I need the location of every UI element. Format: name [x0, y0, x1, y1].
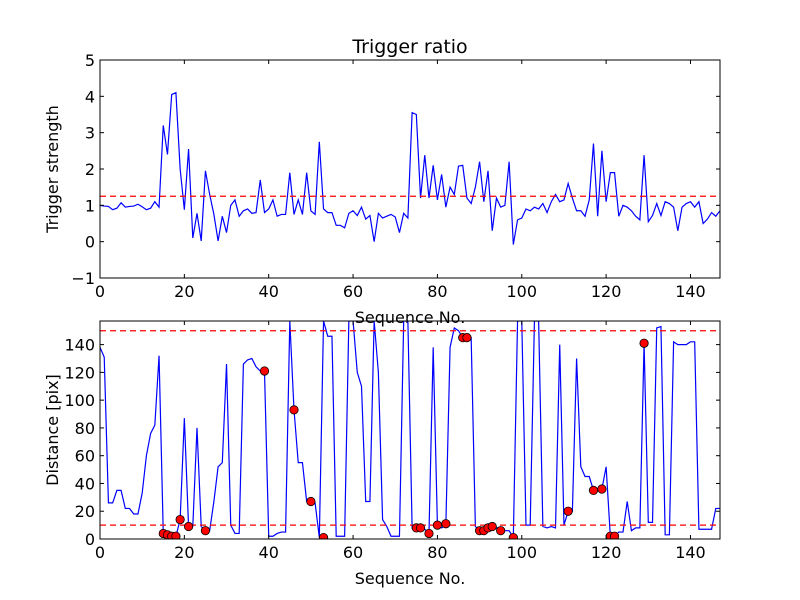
y-tick-label: 60: [75, 447, 95, 466]
y-tick-label: 40: [75, 474, 95, 493]
marker-point: [597, 484, 607, 494]
marker-point: [441, 519, 451, 529]
y-tick-label: 120: [64, 363, 95, 382]
x-tick-label: 80: [427, 543, 447, 562]
x-tick-label: 120: [591, 543, 622, 562]
x-tick-label: 120: [591, 282, 622, 301]
x-tick-label: 60: [343, 282, 363, 301]
y-tick-label: 20: [75, 502, 95, 521]
y-tick-label: 140: [64, 336, 95, 355]
marker-point: [588, 485, 599, 496]
x-tick-label: 60: [343, 543, 363, 562]
marker-point: [289, 405, 299, 415]
x-tick-label: 20: [174, 282, 194, 301]
y-tick-label: 3: [85, 124, 95, 143]
x-tick-label: 0: [95, 282, 105, 301]
x-axis-label: Sequence No.: [355, 569, 466, 588]
y-tick-label: 100: [64, 391, 95, 410]
marker-point: [639, 338, 649, 348]
x-tick-label: 80: [427, 282, 447, 301]
marker-point: [462, 333, 472, 343]
marker-point: [432, 520, 443, 530]
chart-title: Trigger ratio: [351, 36, 467, 58]
plot-frame: [99, 320, 721, 540]
marker-point: [183, 521, 194, 532]
marker-point: [175, 514, 185, 525]
marker-point: [200, 526, 211, 536]
x-tick-label: 100: [506, 543, 537, 562]
y-tick-label: 0: [85, 233, 95, 252]
marker-point: [259, 366, 270, 376]
marker-point: [415, 523, 426, 533]
y-axis-label: Distance [pix]: [43, 374, 62, 486]
marker-point: [563, 506, 573, 516]
x-tick-label: 140: [675, 543, 706, 562]
x-axis-label: Sequence No.: [355, 308, 466, 327]
x-tick-label: 40: [259, 282, 279, 301]
x-tick-label: 140: [675, 282, 706, 301]
marker-point: [424, 528, 434, 539]
x-tick-label: 100: [506, 282, 537, 301]
y-tick-label: 5: [85, 51, 95, 70]
x-tick-label: 40: [259, 543, 279, 562]
y-tick-label: 80: [75, 419, 95, 438]
marker-point: [609, 531, 620, 539]
marker-point: [171, 531, 181, 539]
marker-point: [496, 526, 506, 536]
x-tick-label: 20: [174, 543, 194, 562]
series-line-0: [100, 91, 720, 245]
marker-point: [318, 533, 329, 539]
y-tick-label: 4: [85, 87, 95, 106]
x-tick-label: 0: [95, 543, 105, 562]
marker-point: [306, 496, 316, 507]
marker-point: [508, 533, 518, 539]
marker-point: [487, 521, 497, 532]
y-axis-label: Trigger strength: [43, 105, 62, 234]
distance-chart: 0 20 40 60 80 100 120 140 0 20 40 60 80 100 120 140 Sequ…: [43, 320, 721, 588]
y-tick-label: 1: [85, 196, 95, 215]
y-tick-label: −1: [71, 269, 95, 288]
y-tick-label: 0: [85, 530, 95, 549]
y-tick-label: 2: [85, 160, 95, 179]
